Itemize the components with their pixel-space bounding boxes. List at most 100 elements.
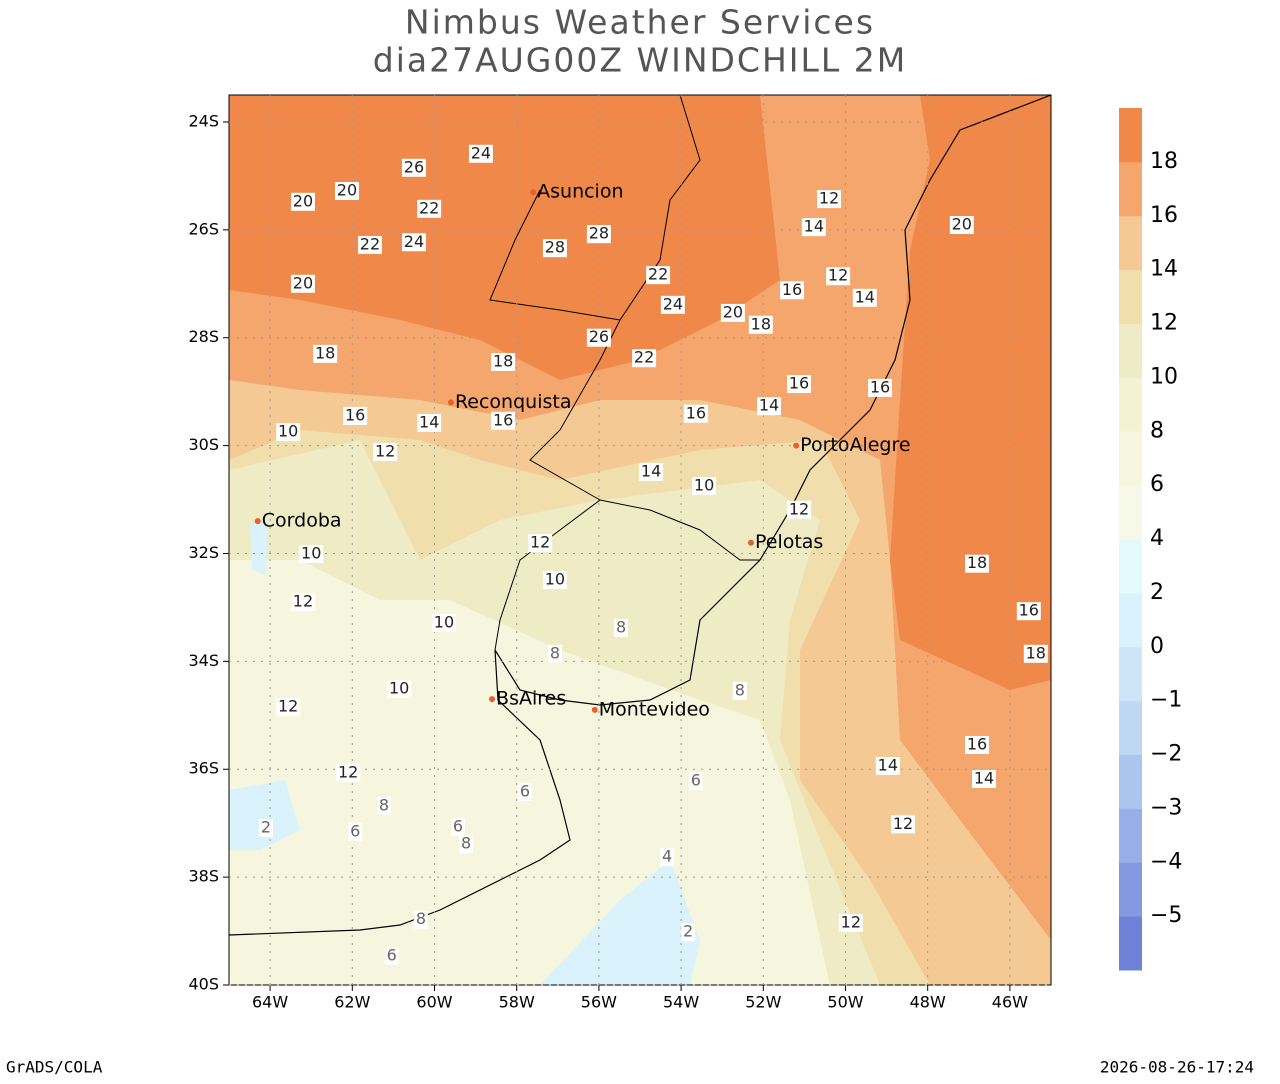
contour-label: 12 xyxy=(338,763,358,782)
contour-label-box xyxy=(787,375,812,394)
contour-label: 22 xyxy=(634,348,654,367)
contour-label-box xyxy=(299,545,324,564)
contour-label: 12 xyxy=(530,533,550,552)
contour-label: 20 xyxy=(293,191,313,210)
contour-label-box xyxy=(965,554,990,573)
contour-label: 28 xyxy=(545,238,565,257)
contour-label-box xyxy=(413,910,428,929)
contour-label: 26 xyxy=(589,327,609,346)
contour-label: 18 xyxy=(751,314,771,333)
contour-label: 14 xyxy=(804,217,824,236)
coastline xyxy=(229,95,1051,936)
colorbar-box xyxy=(1119,808,1142,863)
contour-label-box xyxy=(334,182,359,201)
contour-label: 22 xyxy=(419,198,439,217)
fill-2-4 xyxy=(540,860,700,985)
colorbar-label: 0 xyxy=(1150,634,1164,659)
contour-label: 12 xyxy=(841,912,861,931)
city-label: Cordoba xyxy=(262,510,342,532)
contour-label-box xyxy=(646,266,671,285)
contour-label: 12 xyxy=(789,499,809,518)
contour-label-box xyxy=(683,404,708,423)
city-label: BsAires xyxy=(496,688,566,710)
contour-label-box xyxy=(258,819,273,838)
contour-label: 8 xyxy=(461,834,471,853)
contour-label: 22 xyxy=(648,265,668,284)
colorbar-box xyxy=(1119,862,1142,917)
contour-label-box xyxy=(276,423,301,442)
city-label: PortoAlegre xyxy=(800,434,910,456)
contour-label: 18 xyxy=(315,343,335,362)
contour-label: 6 xyxy=(691,771,701,790)
contour-label-box xyxy=(586,225,611,244)
colorbar-box xyxy=(1119,646,1142,702)
colorbar-label: 12 xyxy=(1150,311,1178,336)
contour-label-box xyxy=(373,443,398,462)
contour-label-box xyxy=(632,349,657,368)
contour-label: 12 xyxy=(819,189,839,208)
contour-label-box xyxy=(376,796,391,815)
contour-label-box xyxy=(586,328,611,347)
x-tick-label: 60W xyxy=(416,993,452,1012)
contour-label: 10 xyxy=(545,569,565,588)
contour-label-box xyxy=(542,570,567,589)
contour-label-box xyxy=(517,782,532,801)
contour-label-box xyxy=(542,239,567,258)
contour-label-box xyxy=(787,500,812,519)
colorbar-label: 8 xyxy=(1150,418,1164,443)
contour-label: 20 xyxy=(952,214,972,233)
border xyxy=(599,499,760,561)
colorbar-box xyxy=(1119,916,1142,971)
colorbar-box xyxy=(1119,431,1142,486)
x-tick-label: 58W xyxy=(499,993,535,1012)
contour-label-box xyxy=(459,835,474,854)
contour-label: 10 xyxy=(278,422,298,441)
contour-label-box xyxy=(468,144,493,163)
subtitle: dia27AUG00Z WINDCHILL 2M xyxy=(373,41,908,80)
contour-label: 16 xyxy=(789,374,809,393)
contour-label: 14 xyxy=(419,412,439,431)
contour-label: 12 xyxy=(828,266,848,285)
contour-label-box xyxy=(965,735,990,754)
contour-label-box xyxy=(348,822,363,841)
contour-label-box xyxy=(417,413,442,432)
fill-layers xyxy=(229,95,1051,985)
colorbar-label: 4 xyxy=(1150,526,1164,551)
contour-label: 6 xyxy=(387,945,397,964)
contour-label: 16 xyxy=(967,734,987,753)
border xyxy=(489,189,621,651)
city-label: Reconquista xyxy=(455,391,572,413)
contour-label: 6 xyxy=(453,816,463,835)
colorbar-box xyxy=(1119,377,1142,432)
contour-label-box xyxy=(336,764,361,783)
contour-label: 20 xyxy=(293,273,313,292)
contour-label: 24 xyxy=(471,143,491,162)
contour-label-box xyxy=(384,946,399,965)
contour-label-box xyxy=(875,757,900,776)
y-tick-label: 26S xyxy=(188,219,219,238)
contour-label-box xyxy=(357,235,382,254)
colorbar-box xyxy=(1119,754,1142,809)
contour-label-box xyxy=(547,644,562,663)
contour-label: 6 xyxy=(520,781,530,800)
map-frame xyxy=(228,94,1052,986)
x-tick-label: 62W xyxy=(334,993,370,1012)
contour-label-box xyxy=(688,772,703,791)
colorbar-box xyxy=(1119,161,1142,217)
contour-label-box xyxy=(868,378,893,397)
city-dot xyxy=(793,442,800,449)
colorbar-label: −1 xyxy=(1150,688,1182,713)
y-tick-label: 28S xyxy=(188,327,219,346)
contour-label: 8 xyxy=(416,909,426,928)
contour-label-box xyxy=(972,769,997,788)
colorbar-box xyxy=(1119,269,1142,324)
contour-label: 10 xyxy=(694,476,714,495)
y-tick-label: 32S xyxy=(188,543,219,562)
fill-2-4 xyxy=(229,780,300,850)
footer-left: GrADS/COLA xyxy=(6,1058,103,1077)
contour-label-box xyxy=(720,303,745,322)
contour-label-box xyxy=(343,406,368,425)
contour-label: 8 xyxy=(550,643,560,662)
contour-label-box xyxy=(491,353,516,371)
